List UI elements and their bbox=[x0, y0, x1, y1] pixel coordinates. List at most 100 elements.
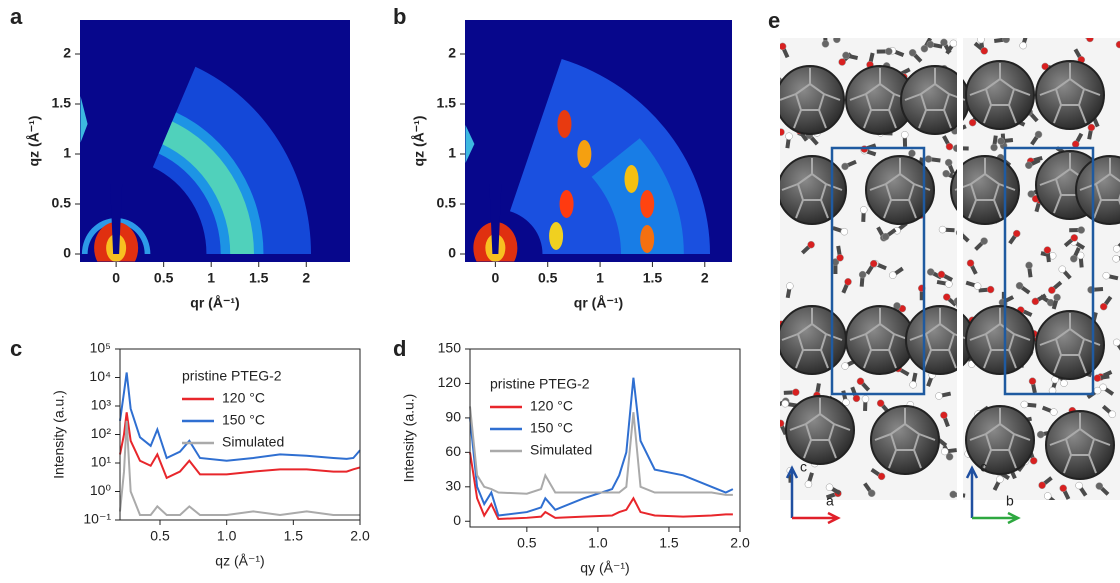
fullerene-cage bbox=[781, 308, 843, 369]
atom bbox=[1043, 492, 1052, 500]
atom bbox=[990, 143, 998, 152]
axis-name: c bbox=[800, 459, 807, 475]
atom bbox=[780, 419, 785, 428]
legend-label: 150 °C bbox=[222, 412, 265, 428]
y-tick-label: 60 bbox=[445, 443, 461, 459]
series-line bbox=[119, 420, 360, 516]
atom bbox=[1077, 226, 1085, 234]
legend-label: 150 °C bbox=[530, 420, 573, 436]
atom bbox=[1070, 234, 1079, 242]
fullerene bbox=[1045, 410, 1115, 480]
legend-label: 120 °C bbox=[530, 398, 573, 414]
x-tick-label: 0.5 bbox=[154, 270, 174, 286]
atom bbox=[940, 411, 948, 419]
fullerene bbox=[950, 155, 1020, 225]
atom bbox=[1050, 408, 1058, 416]
y-tick-label: 150 bbox=[438, 340, 462, 356]
atom bbox=[821, 40, 830, 48]
x-tick-label: 0.5 bbox=[150, 528, 170, 544]
y-tick-label: 30 bbox=[445, 478, 461, 494]
x-tick-label: 1.0 bbox=[588, 535, 608, 551]
atom bbox=[780, 42, 787, 51]
legend-title: pristine PTEG-2 bbox=[490, 376, 590, 392]
atom bbox=[842, 398, 850, 407]
image-gap bbox=[957, 38, 963, 500]
atom bbox=[833, 38, 841, 44]
series-line bbox=[469, 452, 733, 520]
x-tick-label: 1 bbox=[596, 270, 604, 286]
atom bbox=[838, 58, 846, 66]
fullerene-cage bbox=[780, 68, 841, 129]
fullerene bbox=[965, 405, 1035, 475]
atom bbox=[1112, 255, 1120, 263]
atom bbox=[1113, 245, 1120, 253]
axis-name: b bbox=[1006, 493, 1014, 509]
atom bbox=[840, 227, 849, 236]
plot-frame bbox=[119, 348, 361, 521]
bond bbox=[1084, 38, 1091, 41]
y-tick-label: 10¹ bbox=[91, 454, 112, 470]
fullerene-cage bbox=[969, 408, 1031, 469]
panel-label: c bbox=[10, 336, 22, 361]
x-tick-label: 1.5 bbox=[643, 270, 663, 286]
atom bbox=[877, 472, 886, 481]
bond bbox=[780, 183, 783, 191]
series-line bbox=[469, 406, 733, 496]
atom bbox=[893, 302, 901, 310]
y-tick-label: 120 bbox=[438, 374, 462, 390]
atom bbox=[935, 392, 943, 400]
fullerene-cage bbox=[789, 398, 851, 459]
atom bbox=[861, 395, 870, 403]
atom bbox=[1093, 374, 1102, 382]
fullerene-cage bbox=[969, 308, 1031, 369]
y-tick-label: 0.5 bbox=[52, 195, 72, 211]
atom bbox=[996, 475, 1004, 484]
y-axis-label: Intensity (a.u.) bbox=[51, 390, 67, 479]
atom bbox=[1086, 38, 1094, 43]
y-tick-label: 2 bbox=[63, 45, 71, 61]
y-tick-label: 10⁻¹ bbox=[83, 511, 111, 527]
peak bbox=[640, 225, 655, 253]
diffraction-image bbox=[80, 20, 350, 262]
axis-arrows bbox=[785, 465, 1021, 525]
legend-label: 120 °C bbox=[222, 390, 265, 406]
x-tick-label: 0 bbox=[112, 270, 120, 286]
atom bbox=[785, 132, 793, 140]
atom bbox=[1031, 297, 1040, 306]
fullerene-cage bbox=[969, 63, 1031, 124]
peak bbox=[557, 110, 572, 138]
y-tick-label: 10² bbox=[91, 425, 112, 441]
legend-title: pristine PTEG-2 bbox=[182, 368, 282, 384]
atom bbox=[908, 48, 917, 57]
y-tick-label: 0.5 bbox=[437, 195, 457, 211]
atom bbox=[804, 480, 813, 489]
x-axis-label: qy (Å⁻¹) bbox=[580, 560, 629, 576]
diffraction-image bbox=[465, 20, 732, 262]
atom bbox=[860, 206, 868, 214]
atom bbox=[780, 128, 785, 136]
atom bbox=[841, 362, 849, 370]
x-axis-label: qr (Å⁻¹) bbox=[574, 295, 623, 311]
atom bbox=[856, 377, 865, 386]
atom bbox=[807, 240, 815, 249]
atom bbox=[1048, 286, 1056, 294]
x-tick-label: 0.5 bbox=[538, 270, 558, 286]
peak bbox=[624, 165, 639, 193]
x-tick-label: 0.5 bbox=[517, 535, 537, 551]
atom bbox=[942, 169, 950, 178]
atom bbox=[1059, 484, 1067, 493]
series-line bbox=[469, 377, 734, 517]
atom bbox=[1002, 38, 1010, 44]
panel-label: a bbox=[10, 4, 23, 29]
atom bbox=[1099, 302, 1108, 311]
atom bbox=[1019, 41, 1027, 50]
series-line bbox=[119, 372, 361, 462]
fullerene-cage bbox=[849, 308, 911, 369]
y-tick-label: 10⁴ bbox=[89, 368, 111, 384]
atom bbox=[885, 47, 893, 56]
x-tick-label: 2 bbox=[302, 270, 310, 286]
x-tick-label: 1.5 bbox=[659, 535, 679, 551]
peak bbox=[577, 140, 592, 168]
x-tick-label: 1.0 bbox=[217, 528, 237, 544]
fullerene-cage bbox=[1039, 63, 1101, 124]
